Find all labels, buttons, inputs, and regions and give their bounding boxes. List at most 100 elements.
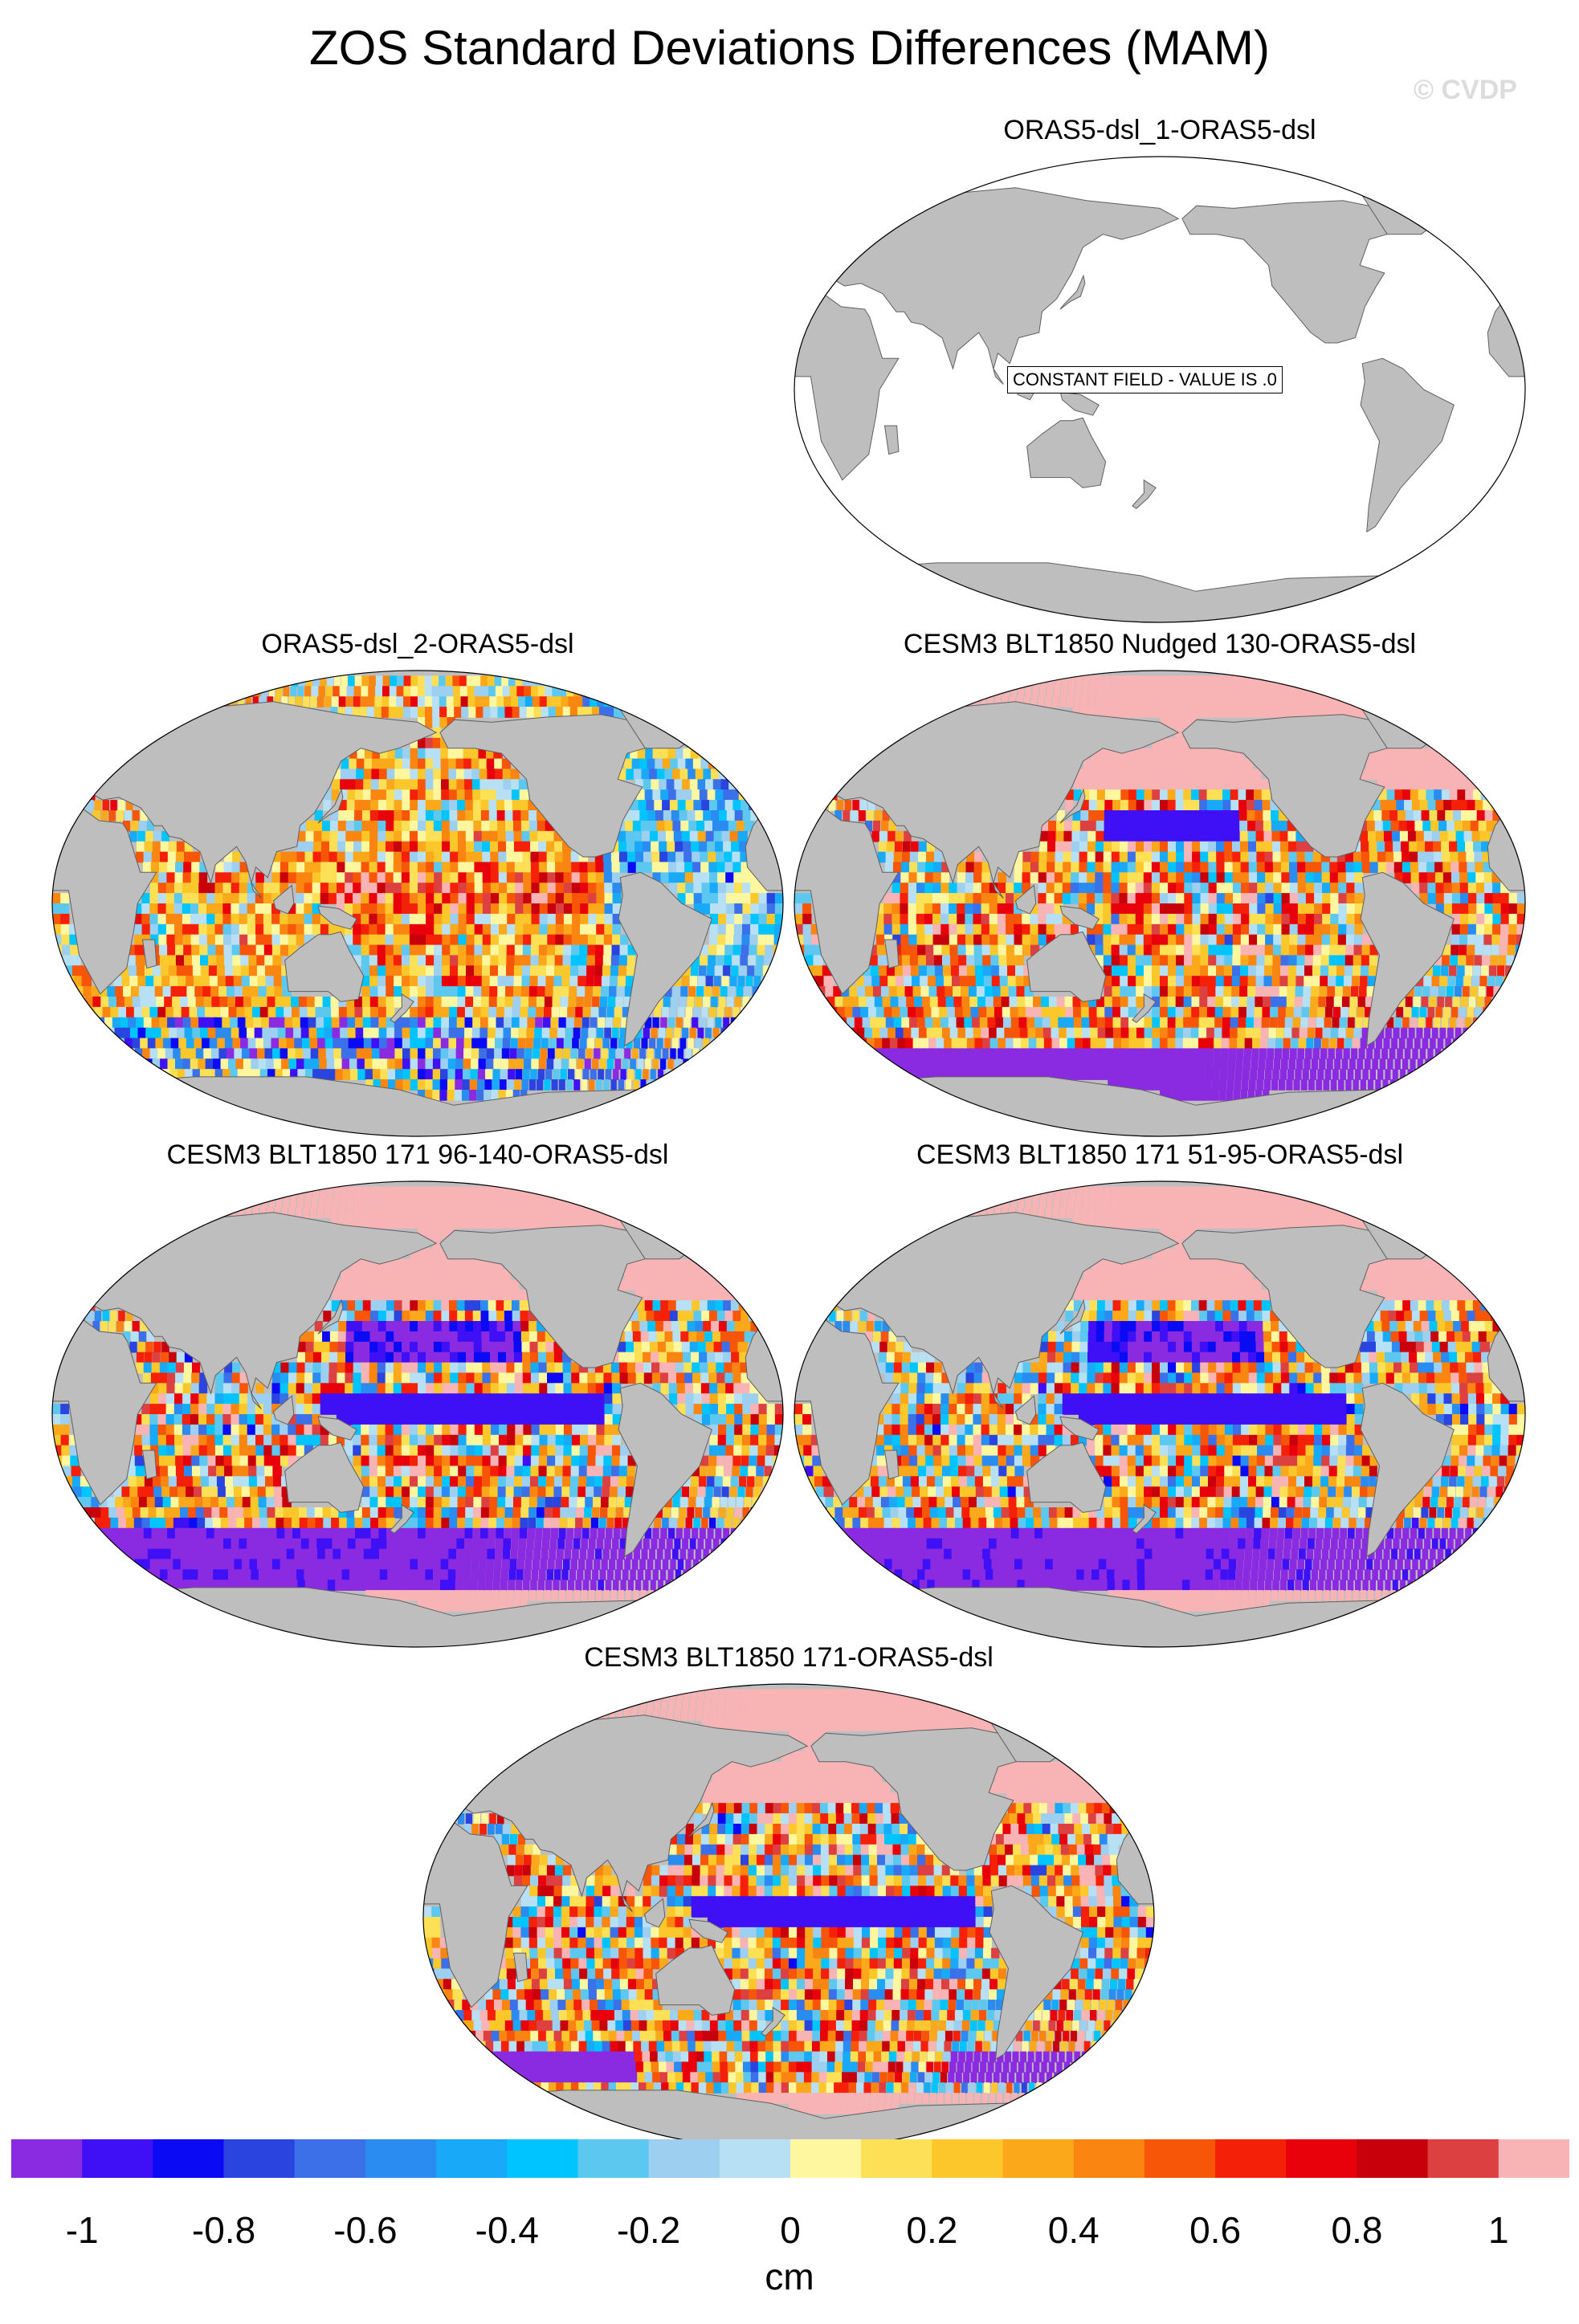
map-body xyxy=(52,671,783,1136)
land-mass xyxy=(883,1449,900,1480)
world-map xyxy=(794,670,1526,1137)
land-mass xyxy=(317,788,344,824)
land-mass xyxy=(64,701,438,899)
land-mass xyxy=(64,1212,438,1409)
land-mass xyxy=(1059,1299,1086,1335)
land-mass xyxy=(272,1395,295,1425)
land-mass xyxy=(284,931,365,1002)
colorbar-swatch xyxy=(1286,2139,1357,2178)
land-mass xyxy=(439,1225,646,1368)
land-mass xyxy=(806,1212,1180,1409)
land-mass xyxy=(794,293,900,481)
land-mass xyxy=(1493,1263,1505,1286)
land-mass xyxy=(1360,357,1455,533)
colorbar-swatch xyxy=(790,2139,862,2178)
land-mass xyxy=(52,807,157,995)
colorbar-swatch xyxy=(577,2139,650,2178)
map-panel-cesm3-171: CESM3 BLT1850 171-ORAS5-dsl xyxy=(419,1640,1158,2154)
land-mass xyxy=(883,939,900,969)
colorbar-tick-label: 0.8 xyxy=(1331,2209,1383,2251)
land-mass xyxy=(1014,1395,1037,1425)
colorbar-tick-label: -0.8 xyxy=(191,2209,256,2251)
land-mass xyxy=(989,1885,1083,2061)
land-mass xyxy=(284,1441,365,1513)
land-mass xyxy=(1132,993,1157,1023)
colorbar-swatch xyxy=(1144,2139,1216,2178)
land-mass xyxy=(1491,254,1513,276)
map-outline xyxy=(51,1180,784,1648)
colorbar-tick-label: 0 xyxy=(780,2209,801,2251)
colorbar-tick-label: 0.4 xyxy=(1047,2209,1100,2251)
colorbar-swatch xyxy=(82,2139,153,2178)
map-panel-oras5-dsl-2: ORAS5-dsl_2-ORAS5-dsl xyxy=(48,626,787,1140)
map-body xyxy=(794,671,1525,1136)
land-mass xyxy=(1059,905,1100,930)
colorbar-swatch xyxy=(365,2139,437,2178)
land-mass xyxy=(439,714,646,858)
land-mass xyxy=(1493,239,1505,261)
colorbar-tick-label: 0.6 xyxy=(1189,2209,1242,2251)
land-mass xyxy=(618,1382,712,1558)
map-panel-cesm3-171-51-95: CESM3 BLT1850 171 51-95-ORAS5-dsl xyxy=(790,1137,1529,1651)
land-mass xyxy=(688,1918,728,1943)
land-mass xyxy=(643,1898,666,1928)
land-mass xyxy=(1122,1766,1134,1788)
land-mass xyxy=(1181,200,1388,344)
constant-field-label: CONSTANT FIELD - VALUE IS .0 xyxy=(1007,366,1283,393)
land-mass xyxy=(1120,1781,1142,1804)
colorbar-swatch xyxy=(223,2139,296,2178)
land-mass xyxy=(1026,1441,1107,1513)
map-body xyxy=(794,157,1525,622)
map-outline xyxy=(794,670,1526,1137)
land-mass xyxy=(1026,417,1107,488)
world-map xyxy=(422,1683,1155,2151)
colorbar-tick-label: -1 xyxy=(65,2209,99,2251)
panel-title: ORAS5-dsl_2-ORAS5-dsl xyxy=(261,629,574,659)
land-mass xyxy=(423,1820,528,2008)
map-body xyxy=(794,1181,1525,1647)
land-mass xyxy=(1026,931,1107,1002)
world-map xyxy=(51,1180,784,1648)
land-mass xyxy=(272,884,295,915)
colorbar-tick-label: -0.4 xyxy=(475,2209,539,2251)
panel-title: CESM3 BLT1850 171-ORAS5-dsl xyxy=(584,1642,994,1673)
map-outline xyxy=(794,156,1526,623)
colorbar-swatch xyxy=(507,2139,578,2178)
land-mass xyxy=(52,1318,157,1506)
land-mass xyxy=(749,1278,771,1301)
colorbar-tick-label: -0.2 xyxy=(616,2209,681,2251)
land-mass xyxy=(435,1714,809,1912)
panel-title: CESM3 BLT1850 171 96-140-ORAS5-dsl xyxy=(166,1140,669,1170)
land-mass xyxy=(1014,884,1037,915)
land-mass xyxy=(810,1727,1017,1871)
world-map xyxy=(794,1180,1526,1648)
colorbar-swatch xyxy=(153,2139,225,2178)
land-mass xyxy=(751,752,763,775)
map-panel-cesm3-171-96-140: CESM3 BLT1850 171 96-140-ORAS5-dsl xyxy=(48,1137,787,1651)
land-mass xyxy=(1491,1278,1513,1301)
colorbar-swatch xyxy=(861,2139,932,2178)
panel-title: CESM3 BLT1850 171 51-95-ORAS5-dsl xyxy=(916,1140,1403,1170)
land-mass xyxy=(655,1944,736,2016)
land-mass xyxy=(390,993,414,1023)
colorbar-tick-label: -0.6 xyxy=(333,2209,398,2251)
land-mass xyxy=(512,1952,528,1983)
colorbar-tick-label: 1 xyxy=(1488,2209,1509,2251)
watermark: © CVDP xyxy=(1414,75,1517,105)
land-mass xyxy=(1491,768,1513,790)
land-mass xyxy=(1181,714,1388,858)
land-mass xyxy=(1059,274,1086,310)
colorbar-swatch xyxy=(1357,2139,1429,2178)
land-mass xyxy=(1132,479,1157,509)
colorbar-swatch xyxy=(1073,2139,1145,2178)
colorbar xyxy=(11,2139,1569,2178)
colorbar-swatch xyxy=(1002,2139,1075,2178)
land-mass xyxy=(761,2006,785,2037)
land-mass xyxy=(1360,1382,1455,1558)
land-mass xyxy=(883,425,900,455)
land-mass xyxy=(1493,752,1505,775)
panel-title: ORAS5-dsl_1-ORAS5-dsl xyxy=(1003,115,1316,145)
land-mass xyxy=(141,939,157,969)
land-mass xyxy=(806,701,1180,899)
land-mass xyxy=(688,1801,715,1837)
